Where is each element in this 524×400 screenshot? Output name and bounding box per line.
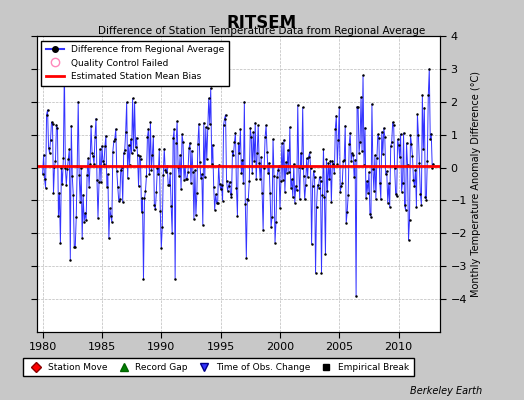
Text: Berkeley Earth: Berkeley Earth (410, 386, 482, 396)
Y-axis label: Monthly Temperature Anomaly Difference (°C): Monthly Temperature Anomaly Difference (… (471, 71, 481, 297)
Legend: Station Move, Record Gap, Time of Obs. Change, Empirical Break: Station Move, Record Gap, Time of Obs. C… (23, 358, 414, 376)
Text: RITSEM: RITSEM (227, 14, 297, 32)
Text: Difference of Station Temperature Data from Regional Average: Difference of Station Temperature Data f… (99, 26, 425, 36)
